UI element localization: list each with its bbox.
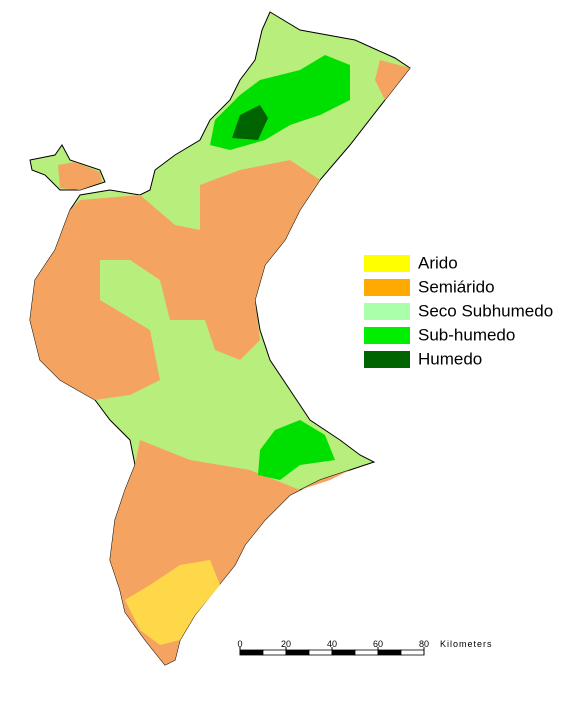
legend-swatch bbox=[364, 327, 410, 344]
legend-label: Humedo bbox=[418, 349, 482, 368]
scale-tick-label: 40 bbox=[327, 639, 337, 649]
scale-tick-label: 60 bbox=[373, 639, 383, 649]
legend-label: Seco Subhumedo bbox=[418, 301, 553, 320]
scale-segment bbox=[308, 649, 333, 656]
legend-swatch bbox=[364, 279, 410, 296]
legend: Arido Semiárido Seco Subhumedo Sub-humedo Hu… bbox=[364, 253, 553, 368]
scale-segment bbox=[285, 649, 310, 656]
semiarid-zone bbox=[58, 162, 102, 190]
region-map bbox=[29, 11, 411, 666]
scale-segment bbox=[239, 649, 264, 656]
semiarid-zone bbox=[375, 60, 410, 100]
scale-tick-label: 80 bbox=[419, 639, 429, 649]
legend-swatch bbox=[364, 255, 410, 272]
legend-label: Arido bbox=[418, 253, 458, 272]
scale-tick-label: 20 bbox=[281, 639, 291, 649]
scale-segment bbox=[262, 649, 287, 656]
scale-unit: Kilometers bbox=[440, 639, 493, 649]
scale-segment bbox=[400, 649, 425, 656]
semiarid-zone bbox=[30, 160, 320, 400]
legend-swatch bbox=[364, 351, 410, 368]
subhumid-zone bbox=[258, 420, 335, 480]
legend-label: Semiárido bbox=[418, 277, 495, 296]
arid-zone bbox=[125, 560, 220, 645]
scale-bar: 0 20 40 60 80 Kilometers bbox=[237, 639, 493, 656]
scale-segment bbox=[354, 649, 379, 656]
humid-zone bbox=[232, 105, 268, 140]
scale-segment bbox=[377, 649, 402, 656]
scale-tick-label: 0 bbox=[237, 639, 242, 649]
legend-swatch bbox=[364, 303, 410, 320]
scale-segment bbox=[331, 649, 356, 656]
legend-label: Sub-humedo bbox=[418, 325, 515, 344]
